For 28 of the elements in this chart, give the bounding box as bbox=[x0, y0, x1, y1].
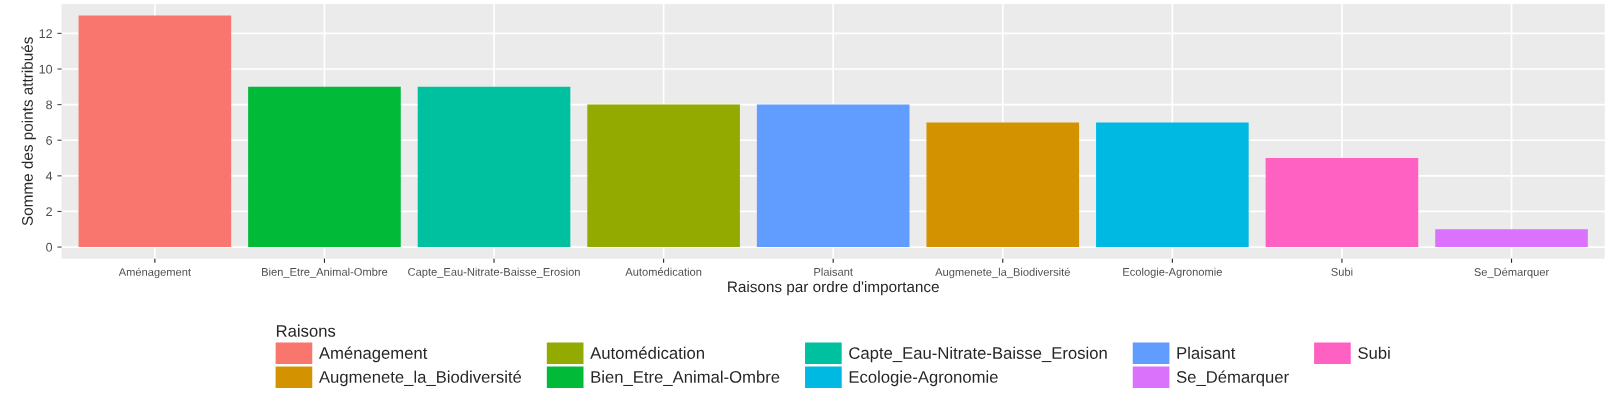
y-tick-label: 2 bbox=[46, 207, 52, 216]
x-axis-title: Raisons par ordre d'importance bbox=[728, 280, 939, 296]
legend-label: Bien_Etre_Animal-Ombre bbox=[591, 370, 780, 386]
y-tick-label: 12 bbox=[39, 29, 52, 38]
x-tick-label: Se_Démarquer bbox=[1474, 267, 1550, 279]
x-tick-label: Ecologie-Agronomie bbox=[1123, 267, 1222, 279]
legend-label: Capte_Eau-Nitrate-Baisse_Erosion bbox=[849, 346, 1107, 363]
legend-label: Se_Démarquer bbox=[1176, 370, 1289, 387]
legend-label: Subi bbox=[1358, 346, 1390, 359]
legend-label: Aménagement bbox=[318, 346, 428, 363]
y-tick-label: 8 bbox=[46, 100, 53, 110]
legend-label: Plaisant bbox=[1177, 346, 1236, 359]
legend-title: Raisons bbox=[276, 324, 336, 337]
x-tick-label: Augmenete_la_Biodiversité bbox=[935, 267, 1070, 279]
x-tick-label: Subi bbox=[1331, 267, 1353, 276]
x-tick-label: Capte_Eau-Nitrate-Baisse_Erosion bbox=[408, 267, 580, 279]
x-tick-label: Bien_Etre_Animal-Ombre bbox=[262, 267, 388, 278]
legend-label: Automédication bbox=[590, 346, 704, 359]
x-tick-label: Aménagement bbox=[118, 267, 191, 279]
x-tick-label: Automédication bbox=[625, 267, 702, 276]
y-tick-label: 10 bbox=[39, 64, 53, 74]
x-tick-label: Plaisant bbox=[814, 267, 853, 276]
y-tick-label: 4 bbox=[45, 171, 53, 181]
legend-label: Ecologie-Agronomie bbox=[849, 370, 998, 387]
y-tick-label: 0 bbox=[46, 242, 53, 252]
y-tick-label: 6 bbox=[46, 136, 53, 145]
legend-label: Augmenete_la_Biodiversité bbox=[318, 370, 522, 387]
y-axis-title: Somme des points attribués bbox=[21, 37, 36, 226]
